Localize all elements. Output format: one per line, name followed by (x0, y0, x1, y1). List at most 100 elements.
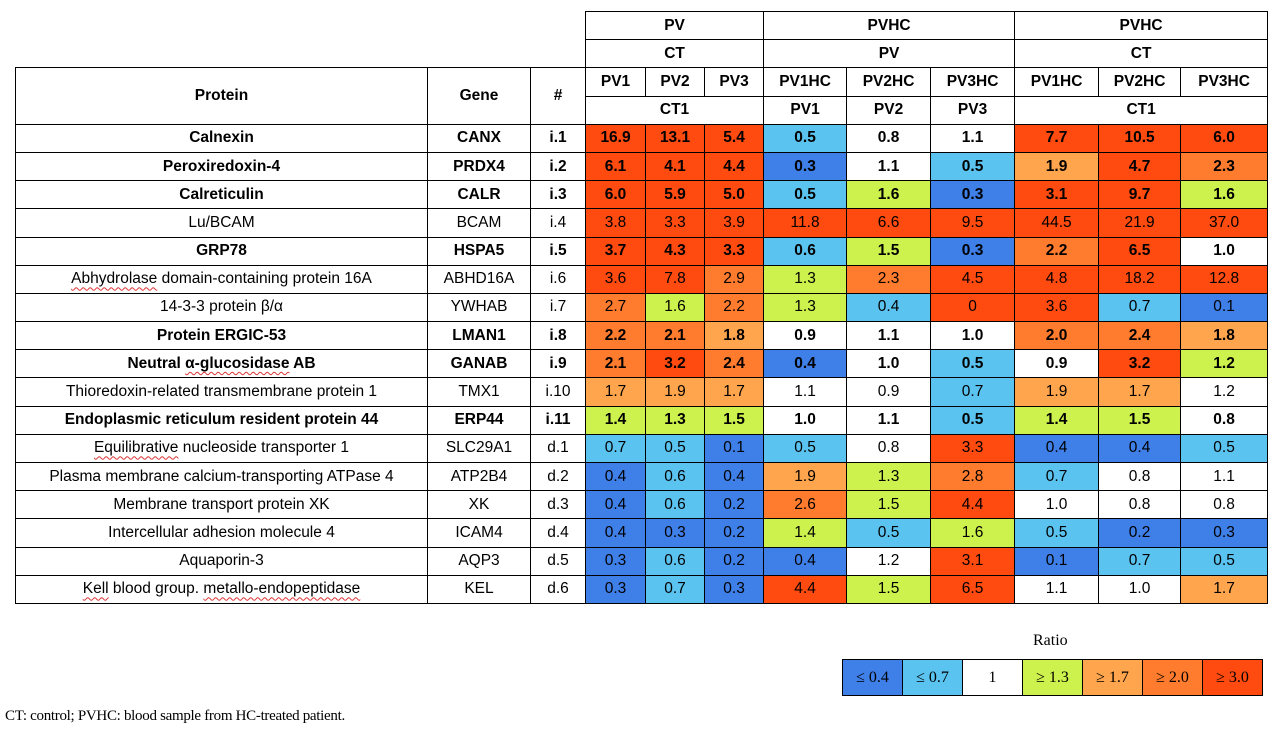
ratio-cell: 2.9 (704, 264, 765, 294)
ratio-cell: 1.0 (763, 405, 848, 435)
legend-swatch: ≥ 2.0 (1142, 659, 1203, 696)
ratio-cell: 3.6 (585, 264, 647, 294)
ratio-cell: 1.7 (585, 377, 647, 407)
ratio-cell: 0.6 (645, 546, 706, 576)
ratio-cell: 0.4 (585, 490, 647, 520)
ratio-cell: 0.5 (930, 151, 1016, 182)
row-id: i.1 (529, 123, 587, 153)
ratio-cell: 1.3 (846, 461, 932, 492)
ratio-cell: 0.3 (704, 574, 765, 604)
ratio-cell: 0.1 (1014, 546, 1100, 576)
protein-name: Lu/BCAM (15, 208, 428, 238)
table-row: Peroxiredoxin-4 PRDX4 i.2 6.1 4.1 4.4 0.3 1.1 0.… (15, 151, 1269, 182)
ratio-cell: 1.0 (1014, 490, 1100, 520)
table-row: Lu/BCAM BCAM i.4 3.8 3.3 3.9 11.8 6.6 9.5 44.5 21.… (15, 208, 1269, 238)
col-header-number: # (529, 67, 587, 125)
protein-name: Plasma membrane calcium-transporting ATP… (15, 461, 428, 492)
legend-swatch: ≤ 0.4 (842, 659, 903, 696)
row-id: d.1 (529, 433, 587, 464)
ratio-cell: 1.5 (846, 574, 932, 604)
ratio-cell: 1.7 (1098, 377, 1182, 407)
ratio-cell: 4.3 (645, 236, 706, 266)
ratio-cell: 0.7 (930, 377, 1016, 407)
sample-header: PV2HC (1098, 67, 1182, 97)
row-id: d.5 (529, 546, 587, 576)
ratio-cell: 1.7 (1180, 574, 1269, 604)
ratio-legend: ≤ 0.4 ≤ 0.7 1 ≥ 1.3 ≥ 1.7 ≥ 2.0 ≥ 3.0 (842, 659, 1263, 696)
ratio-cell: 0.8 (846, 123, 932, 153)
ratio-cell: 21.9 (1098, 208, 1182, 238)
ratio-cell: 6.6 (846, 208, 932, 238)
ratio-cell: 13.1 (645, 123, 706, 153)
ratio-cell: 10.5 (1098, 123, 1182, 153)
protein-name: GRP78 (15, 236, 428, 266)
group-pvhc-ref-1: PV (763, 39, 1016, 69)
row-id: d.6 (529, 574, 587, 604)
ratio-cell: 0.9 (763, 321, 848, 351)
ratio-cell: 9.5 (930, 208, 1016, 238)
ratio-cell: 0.6 (645, 490, 706, 520)
ratio-cell: 1.5 (846, 490, 932, 520)
ratio-cell: 0.1 (1180, 292, 1269, 323)
ratio-cell: 4.4 (763, 574, 848, 604)
sample-header: PV1HC (1014, 67, 1100, 97)
ratio-cell: 0.3 (1180, 518, 1269, 548)
gene-name: PRDX4 (427, 151, 531, 182)
ratio-cell: 1.6 (930, 518, 1016, 548)
ratio-cell: 2.3 (846, 264, 932, 294)
legend-swatch: ≥ 1.3 (1022, 659, 1083, 696)
ratio-cell: 0.3 (930, 180, 1016, 210)
ratio-cell: 3.2 (1098, 349, 1182, 379)
ratio-cell: 1.1 (846, 151, 932, 182)
ratio-cell: 44.5 (1014, 208, 1100, 238)
control-header-pv2: PV2 (846, 95, 932, 125)
group-pv-ref: CT (585, 39, 765, 69)
legend-title: Ratio (1033, 632, 1068, 649)
ratio-cell: 1.4 (763, 518, 848, 548)
ratio-cell: 6.1 (585, 151, 647, 182)
protein-name: Equilibrative nucleoside transporter 1 (15, 433, 428, 464)
table-row: Protein ERGIC-53 LMAN1 i.8 2.2 2.1 1.8 0.9 1.1 1… (15, 321, 1269, 351)
protein-name: Thioredoxin-related transmembrane protei… (15, 377, 428, 407)
ratio-cell: 1.3 (763, 292, 848, 323)
row-id: i.7 (529, 292, 587, 323)
group-pvhc-title-1: PVHC (763, 10, 1016, 41)
ratio-cell: 1.9 (763, 461, 848, 492)
ratio-cell: 0.3 (585, 546, 647, 576)
gene-name: AQP3 (427, 546, 531, 576)
ratio-cell: 3.9 (704, 208, 765, 238)
group-pv-title: PV (585, 10, 765, 41)
ratio-cell: 3.7 (585, 236, 647, 266)
gene-name: ERP44 (427, 405, 531, 435)
gene-name: TMX1 (427, 377, 531, 407)
ratio-cell: 4.7 (1098, 151, 1182, 182)
ratio-cell: 1.6 (645, 292, 706, 323)
ratio-cell: 1.3 (763, 264, 848, 294)
ratio-cell: 4.4 (704, 151, 765, 182)
table-row: Endoplasmic reticulum resident protein 4… (15, 405, 1269, 435)
ratio-cell: 1.0 (1180, 236, 1269, 266)
col-header-gene: Gene (427, 67, 531, 125)
sample-header: PV1 (585, 67, 647, 97)
ratio-cell: 1.1 (846, 321, 932, 351)
ratio-cell: 0.1 (704, 433, 765, 464)
table-row: 14-3-3 protein β/α YWHAB i.7 2.7 1.6 2.2 1.3 0.… (15, 292, 1269, 323)
ratio-cell: 0.5 (846, 518, 932, 548)
footnote: CT: control; PVHC: blood sample from HC-… (5, 708, 345, 724)
row-id: i.11 (529, 405, 587, 435)
row-id: i.3 (529, 180, 587, 210)
ratio-cell: 16.9 (585, 123, 647, 153)
row-id: i.6 (529, 264, 587, 294)
protein-name: Membrane transport protein XK (15, 490, 428, 520)
protein-name: Calreticulin (15, 180, 428, 210)
table-row: Equilibrative nucleoside transporter 1 SL… (15, 433, 1269, 464)
ratio-cell: 1.9 (1014, 151, 1100, 182)
protein-name: Aquaporin-3 (15, 546, 428, 576)
ratio-cell: 1.5 (1098, 405, 1182, 435)
gene-name: GANAB (427, 349, 531, 379)
gene-name: HSPA5 (427, 236, 531, 266)
row-id: i.4 (529, 208, 587, 238)
ratio-cell: 5.4 (704, 123, 765, 153)
ratio-cell: 1.2 (1180, 349, 1269, 379)
ratio-cell: 0.3 (930, 236, 1016, 266)
